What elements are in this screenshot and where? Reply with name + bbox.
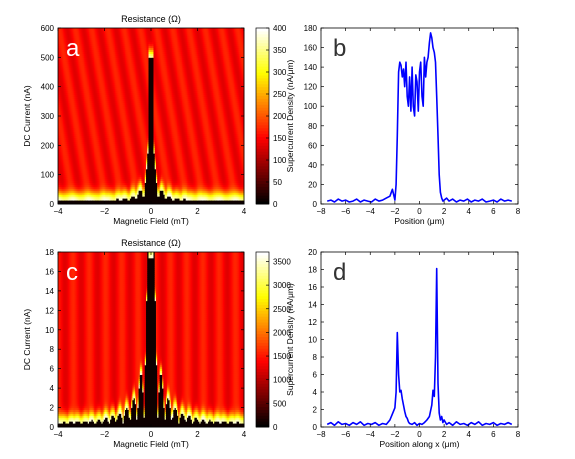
panel-a: −4 −2 0 2 40100200300400500600Magnetic Field… [22, 14, 287, 226]
